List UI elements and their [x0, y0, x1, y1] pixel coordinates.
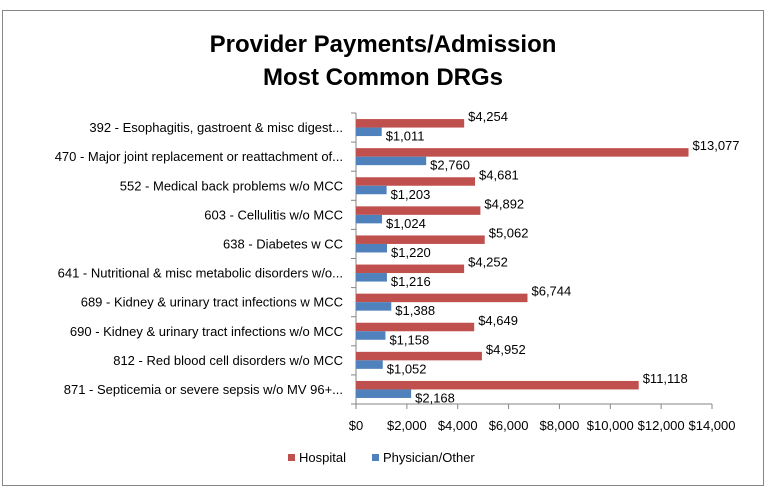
data-label-hospital: $4,952 [486, 342, 526, 357]
bar-hospital [356, 148, 689, 157]
x-tick-label: $0 [349, 418, 363, 433]
data-label-hospital: $4,254 [468, 109, 508, 124]
category-label: 552 - Medical back problems w/o MCC [120, 178, 343, 193]
x-tick-label: $6,000 [489, 418, 529, 433]
x-tick-label: $8,000 [540, 418, 580, 433]
data-label-hospital: $4,252 [468, 255, 508, 270]
category-label: 638 - Diabetes w CC [223, 236, 343, 251]
bar-hospital [356, 322, 475, 332]
legend-swatch-0 [288, 454, 295, 461]
bar-physician [356, 156, 427, 166]
data-label-hospital: $4,681 [479, 167, 519, 182]
chart-frame [2, 10, 764, 486]
data-label-hospital: $5,062 [489, 225, 529, 240]
category-label: 470 - Major joint replacement or reattac… [55, 149, 343, 164]
data-label-physician: $1,220 [391, 245, 431, 260]
category-label: 689 - Kidney & urinary tract infections … [81, 295, 343, 310]
bar-physician [356, 273, 387, 282]
category-label: 690 - Kidney & urinary tract infections … [70, 324, 343, 339]
data-label-hospital: $6,744 [531, 284, 571, 299]
data-label-physician: $1,203 [391, 187, 431, 202]
x-tick-label: $12,000 [638, 418, 685, 433]
legend-label: Hospital [299, 450, 346, 465]
data-label-physician: $2,760 [430, 158, 470, 173]
chart-title-line: Most Common DRGs [263, 64, 503, 91]
bar-physician [356, 302, 392, 311]
bar-hospital [356, 177, 476, 186]
bar-physician [356, 360, 383, 369]
bar-physician [356, 214, 383, 224]
x-tick-label: $14,000 [689, 418, 736, 433]
data-label-hospital: $4,892 [484, 196, 524, 211]
x-tick-label: $4,000 [438, 418, 478, 433]
legend-label: Physician/Other [383, 450, 475, 465]
data-label-hospital: $11,118 [643, 371, 688, 386]
legend-swatch-1 [372, 454, 379, 461]
data-label-physician: $2,168 [415, 390, 455, 405]
category-label: 871 - Septicemia or severe sepsis w/o MV… [64, 382, 343, 397]
bar-physician [356, 185, 387, 195]
bar-hospital [356, 206, 481, 215]
bar-hospital [356, 380, 639, 390]
data-label-physician: $1,011 [386, 129, 425, 144]
bar-physician [356, 331, 386, 340]
bar-hospital [356, 119, 465, 128]
data-label-hospital: $13,077 [693, 138, 740, 153]
data-label-physician: $1,158 [389, 332, 429, 347]
category-label: 812 - Red blood cell disorders w/o MCC [113, 353, 343, 368]
data-label-physician: $1,052 [387, 361, 427, 376]
chart-title-line: Provider Payments/Admission [210, 31, 557, 58]
bar-physician [356, 127, 382, 137]
data-label-physician: $1,388 [395, 303, 435, 318]
bar-hospital [356, 293, 528, 303]
category-label: 392 - Esophagitis, gastroent & misc dige… [89, 120, 343, 135]
bar-hospital [356, 235, 485, 244]
bar-physician [356, 243, 388, 253]
data-label-hospital: $4,649 [478, 313, 518, 328]
bar-physician [356, 389, 412, 398]
bar-hospital [356, 264, 465, 274]
bar-hospital [356, 351, 482, 361]
x-tick-label: $2,000 [387, 418, 427, 433]
category-label: 603 - Cellulitis w/o MCC [204, 207, 343, 222]
x-tick-label: $10,000 [587, 418, 634, 433]
data-label-physician: $1,216 [391, 274, 431, 289]
category-label: 641 - Nutritional & misc metabolic disor… [58, 266, 343, 281]
data-label-physician: $1,024 [386, 216, 426, 231]
